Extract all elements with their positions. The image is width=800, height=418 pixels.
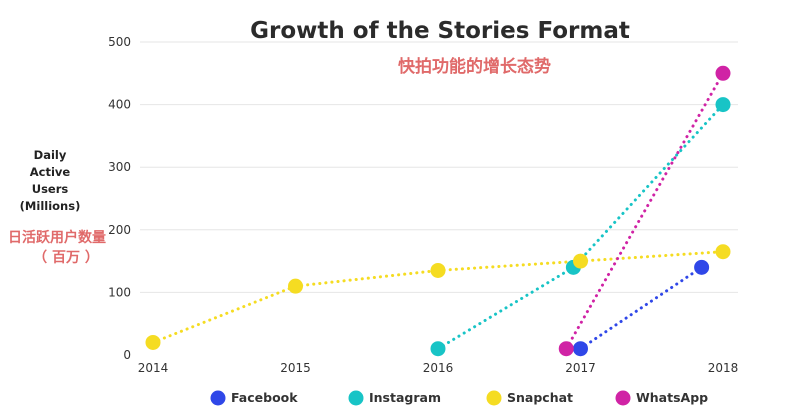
legend-item-instagram: Instagram <box>348 390 441 406</box>
y-axis-label-line: Active <box>29 165 71 179</box>
instagram-point <box>430 341 446 357</box>
y-tick-labels: 0 100 200 300 400 500 <box>108 35 131 362</box>
whatsapp-point <box>558 341 574 357</box>
legend: Facebook Instagram Snapchat WhatsApp <box>210 390 708 406</box>
y-axis-label-chinese-line: 日活跃用户数量 <box>8 230 106 246</box>
series-points <box>145 65 731 357</box>
whatsapp-line-segment <box>564 71 725 351</box>
instagram-point <box>715 97 731 113</box>
legend-item-whatsapp: WhatsApp <box>615 390 708 406</box>
snapchat-line-segment <box>436 259 582 272</box>
whatsapp-point <box>715 65 731 81</box>
facebook-point <box>694 259 710 275</box>
chart-subtitle-chinese: 快拍功能的增长态势 <box>398 57 551 77</box>
y-axis-label-line: Daily <box>33 148 67 162</box>
snapchat-line-segment <box>579 250 725 263</box>
y-tick-label: 400 <box>108 98 131 112</box>
y-tick-label: 500 <box>108 35 131 49</box>
series-lines <box>151 71 725 351</box>
snapchat-point <box>715 244 731 260</box>
legend-item-facebook: Facebook <box>210 390 298 406</box>
snapchat-point <box>288 278 303 294</box>
x-tick-label: 2014 <box>138 361 169 375</box>
snapchat-line-segment <box>294 268 440 288</box>
facebook-line-segment <box>579 265 704 351</box>
snapchat-line-segment <box>151 284 297 344</box>
x-tick-label: 2016 <box>423 361 454 375</box>
y-axis-label-line: (Millions) <box>19 199 81 213</box>
x-tick-labels: 2014 2015 2016 2017 2018 <box>138 361 739 375</box>
legend-marker-snapchat <box>486 390 502 406</box>
y-axis-label: Daily Active Users (Millions) <box>12 147 88 215</box>
legend-marker-instagram <box>348 390 364 406</box>
snapchat-point <box>430 262 446 278</box>
y-axis-label-chinese: 日活跃用户数量 （ 百万 ） <box>8 228 124 268</box>
legend-label-snapchat: Snapchat <box>507 390 573 405</box>
x-tick-label: 2018 <box>708 361 739 375</box>
legend-marker-facebook <box>210 390 226 406</box>
instagram-line-segment <box>436 265 575 351</box>
instagram-line-segment <box>571 103 725 269</box>
chart-title: Growth of the Stories Format <box>250 18 630 44</box>
legend-marker-whatsapp <box>615 390 631 406</box>
y-axis-label-line: Users <box>31 182 69 196</box>
legend-label-whatsapp: WhatsApp <box>636 390 708 405</box>
facebook-point <box>573 341 588 357</box>
y-axis-label-chinese-line: （ 百万 ） <box>33 250 99 266</box>
legend-label-instagram: Instagram <box>369 390 441 405</box>
legend-label-facebook: Facebook <box>231 390 298 405</box>
y-tick-label: 300 <box>108 160 131 174</box>
x-tick-label: 2017 <box>565 361 596 375</box>
legend-item-snapchat: Snapchat <box>486 390 573 406</box>
y-tick-label: 200 <box>108 223 131 237</box>
snapchat-point <box>145 334 161 350</box>
snapchat-point <box>573 253 588 269</box>
y-tick-label: 0 <box>123 348 131 362</box>
y-tick-label: 100 <box>108 285 131 299</box>
grid <box>140 41 738 293</box>
x-tick-label: 2015 <box>280 361 311 375</box>
